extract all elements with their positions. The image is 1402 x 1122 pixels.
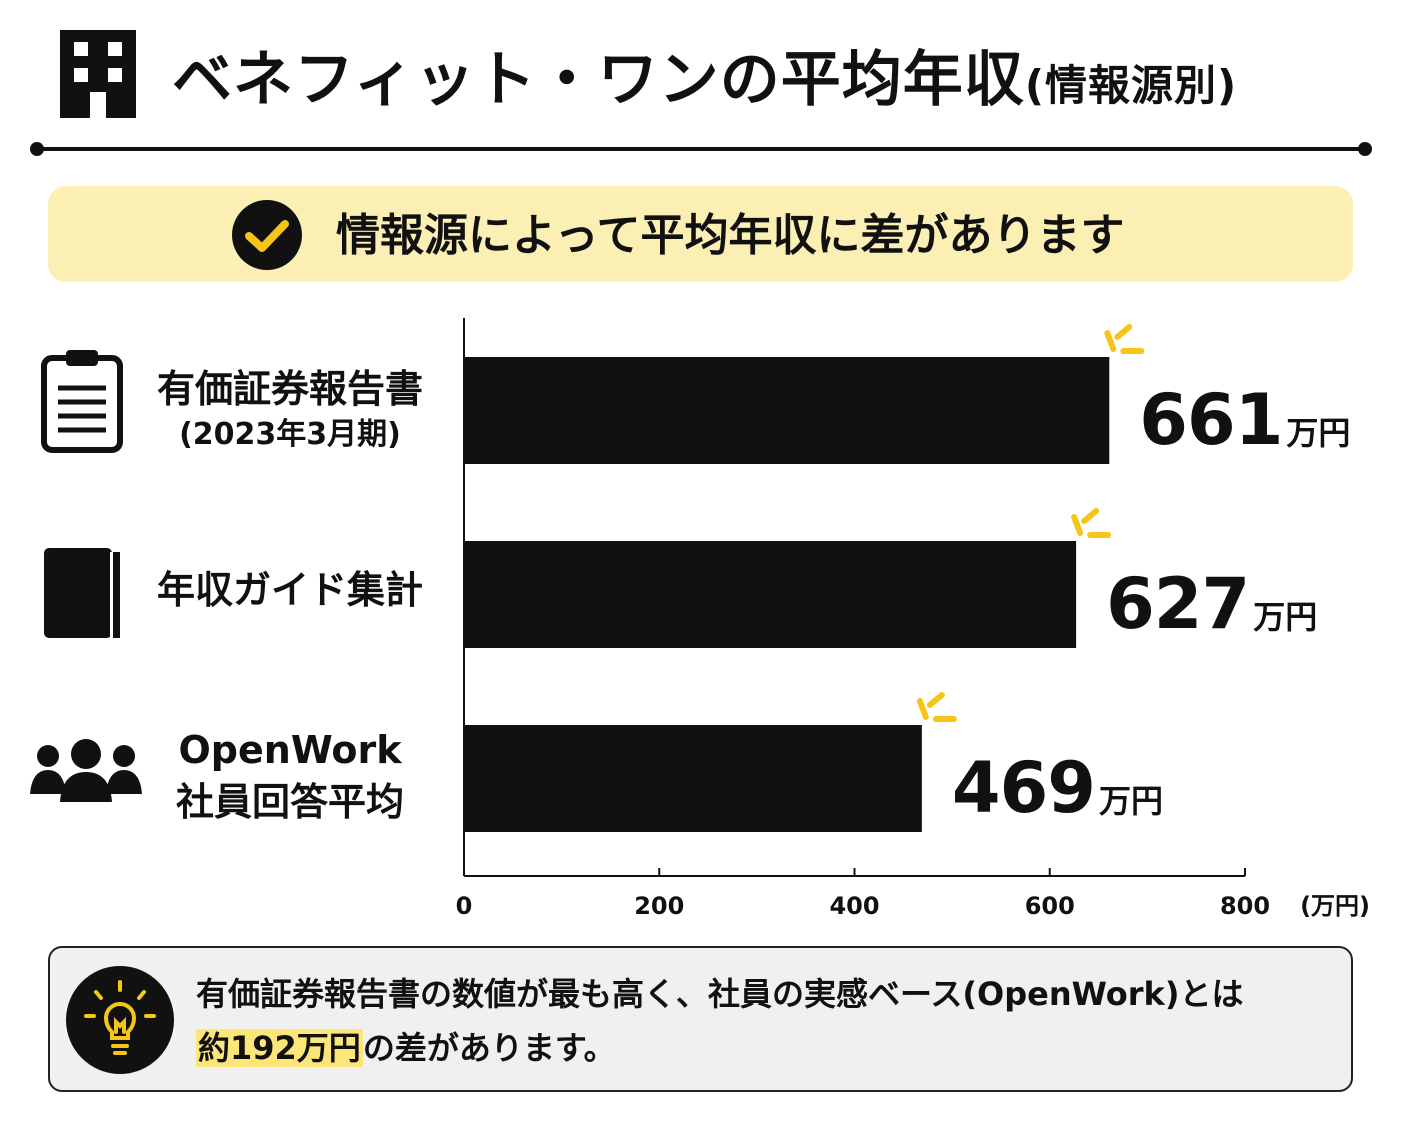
lightbulb-icon xyxy=(66,966,174,1074)
sparkle-accent xyxy=(916,698,929,720)
difference-highlight: 約192万円 xyxy=(196,1029,363,1067)
x-tick-label: 400 xyxy=(829,892,879,920)
insight-text-line2: 約192万円の差があります。 xyxy=(196,1026,616,1070)
bar xyxy=(464,725,922,832)
building-icon xyxy=(60,30,136,118)
sparkle-accent xyxy=(1104,330,1117,352)
category-label-line1: 有価証券報告書 xyxy=(156,367,423,411)
bar-value-label: 661 万円 xyxy=(1139,379,1351,461)
insight-box xyxy=(48,946,1353,1092)
category-label-salary-guide: 年収ガイド集計 xyxy=(156,568,423,612)
check-icon xyxy=(232,200,302,270)
sparkle-accent xyxy=(1114,324,1133,340)
x-tick-label: 0 xyxy=(456,892,473,920)
x-axis-unit: (万円) xyxy=(1300,892,1370,920)
category-label-line1: OpenWork xyxy=(178,728,402,772)
bar xyxy=(464,541,1077,648)
category-label-line2: (2023年3月期) xyxy=(179,417,401,452)
x-tick-label: 200 xyxy=(634,892,684,920)
bar-value-label: 627 万円 xyxy=(1106,563,1318,645)
sparkle-accent xyxy=(1081,508,1100,524)
book-icon xyxy=(44,548,120,638)
clipboard-icon xyxy=(41,350,123,453)
header-divider xyxy=(30,142,1372,156)
people-icon xyxy=(30,739,142,802)
page-title-suffix: (情報源別) xyxy=(1024,61,1238,110)
category-label-securities-report: 有価証券報告書 (2023年3月期) xyxy=(140,365,440,457)
bar xyxy=(464,357,1110,464)
banner-text: 情報源によって平均年収に差があります xyxy=(336,210,1125,261)
page-title: ベネフィット・ワンの平均年収(情報源別) xyxy=(172,40,1237,126)
insight-text-line1: 有価証券報告書の数値が最も高く、社員の実感ベース(OpenWork)とは xyxy=(196,975,1244,1013)
x-tick-label: 600 xyxy=(1025,892,1075,920)
category-label-openwork: OpenWork 社員回答平均 xyxy=(140,724,440,828)
insight-text-line2-rest: の差があります。 xyxy=(362,1029,616,1067)
bar-value-label: 469 万円 xyxy=(951,747,1163,829)
x-tick-label: 800 xyxy=(1220,892,1270,920)
category-label-line2: 社員回答平均 xyxy=(175,780,404,824)
bar-chart: 0 200 400 600 800 (万円) xyxy=(456,318,1370,920)
page-title-main: ベネフィット・ワンの平均年収 xyxy=(172,45,1025,115)
sparkle-accent xyxy=(1071,514,1084,536)
sparkle-accent xyxy=(926,692,945,708)
